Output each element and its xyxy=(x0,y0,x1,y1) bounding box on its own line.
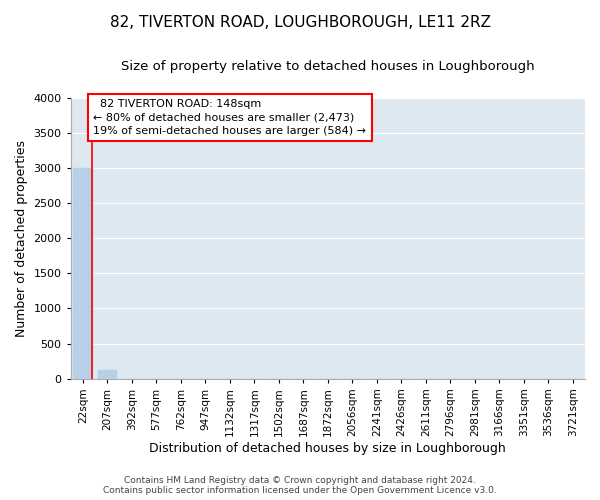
Text: 82 TIVERTON ROAD: 148sqm
← 80% of detached houses are smaller (2,473)
19% of sem: 82 TIVERTON ROAD: 148sqm ← 80% of detach… xyxy=(93,99,366,136)
Text: Contains HM Land Registry data © Crown copyright and database right 2024.
Contai: Contains HM Land Registry data © Crown c… xyxy=(103,476,497,495)
Y-axis label: Number of detached properties: Number of detached properties xyxy=(15,140,28,336)
Bar xyxy=(98,370,117,378)
X-axis label: Distribution of detached houses by size in Loughborough: Distribution of detached houses by size … xyxy=(149,442,506,455)
Title: Size of property relative to detached houses in Loughborough: Size of property relative to detached ho… xyxy=(121,60,535,73)
Bar xyxy=(73,168,93,378)
Text: 82, TIVERTON ROAD, LOUGHBOROUGH, LE11 2RZ: 82, TIVERTON ROAD, LOUGHBOROUGH, LE11 2R… xyxy=(110,15,491,30)
